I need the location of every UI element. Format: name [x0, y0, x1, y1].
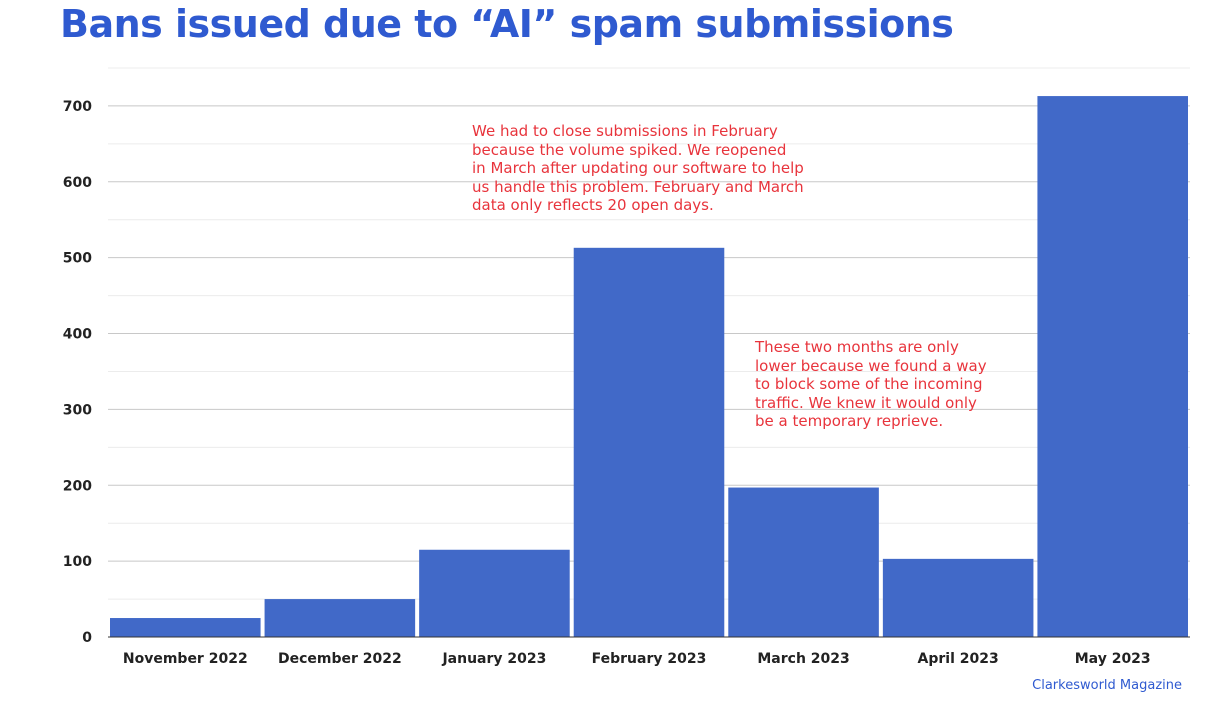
y-tick-label: 200 — [63, 478, 92, 494]
chart-title: Bans issued due to “AI” spam submissions — [60, 2, 954, 46]
x-tick-label: December 2022 — [278, 651, 402, 667]
source-credit: Clarkesworld Magazine — [1032, 678, 1182, 693]
x-tick-label: November 2022 — [123, 651, 248, 667]
x-tick-label: April 2023 — [918, 651, 999, 667]
y-tick-label: 700 — [63, 99, 92, 115]
x-tick-label: May 2023 — [1075, 651, 1151, 667]
bar-december-2022 — [264, 599, 416, 637]
y-axis-ticks: 0 100 200 300 400 500 600 700 — [63, 99, 92, 646]
bar-february-2023 — [573, 247, 725, 637]
annotation-february: We had to close submissions in February … — [472, 122, 804, 214]
y-tick-label: 400 — [63, 327, 92, 343]
bar-april-2023 — [882, 558, 1034, 637]
y-tick-label: 500 — [63, 251, 92, 267]
y-tick-label: 0 — [82, 630, 92, 646]
bar-may-2023 — [1037, 96, 1188, 637]
y-tick-label: 300 — [63, 402, 92, 418]
x-tick-label: January 2023 — [441, 651, 546, 667]
x-tick-label: March 2023 — [757, 651, 849, 667]
y-tick-label: 100 — [63, 554, 92, 570]
x-tick-label: February 2023 — [592, 651, 707, 667]
annotation-march-april: These two months are only lower because … — [755, 338, 987, 430]
bar-november-2022 — [110, 618, 261, 637]
x-axis-ticks: November 2022 December 2022 January 2023 Fe… — [123, 651, 1151, 667]
bar-january-2023 — [419, 549, 570, 637]
y-tick-label: 600 — [63, 175, 92, 191]
bar-march-2023 — [728, 487, 879, 637]
bars — [110, 96, 1188, 637]
